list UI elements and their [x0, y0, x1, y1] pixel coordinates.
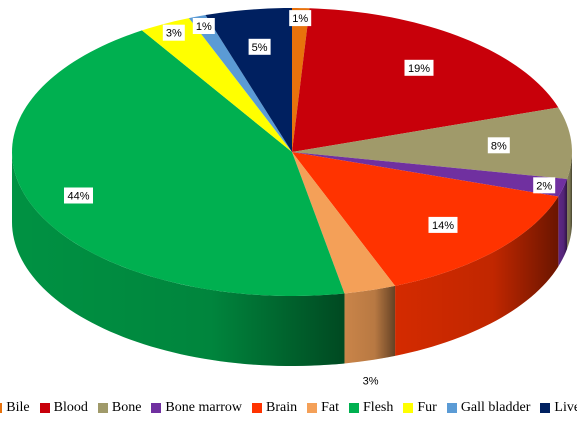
data-label-text-bone-marrow: 2% [536, 180, 552, 192]
legend-item-flesh: Flesh [349, 400, 393, 416]
data-label-text-fur: 3% [166, 28, 182, 40]
data-label-brain: 14% [428, 216, 458, 233]
data-label-box-bone [487, 137, 510, 154]
legend-swatch-blood [39, 403, 50, 413]
data-label-box-bone-marrow [533, 177, 556, 194]
data-label-text-flesh: 44% [67, 191, 89, 203]
legend-swatch-bone-marrow [151, 403, 162, 413]
legend-swatch-gall-bladder [446, 403, 457, 413]
legend-item-blood: Blood [39, 400, 88, 416]
data-label-text-bone: 8% [491, 140, 507, 152]
pie-slice-blood [292, 8, 559, 153]
legend-item-brain: Brain [252, 400, 297, 416]
legend-label-fur: Fur [417, 400, 437, 415]
data-label-flesh: 44% [64, 187, 93, 204]
data-label-fat: 3% [359, 372, 382, 389]
legend-label-bone-marrow: Bone marrow [165, 400, 243, 415]
data-label-text-gall-bladder: 1% [196, 21, 212, 33]
legend-item-bone: Bone [97, 400, 142, 416]
data-label-liver: 5% [248, 38, 271, 55]
legend-item-gall-bladder: Gall bladder [446, 400, 531, 416]
pie-slice-fur [141, 18, 292, 152]
legend-label-flesh: Flesh [363, 400, 394, 415]
legend-item-fur: Fur [403, 400, 437, 416]
legend-label-brain: Brain [266, 400, 298, 415]
data-label-text-brain: 14% [432, 220, 454, 232]
legend-label-liver: Liver [554, 400, 577, 415]
pie-side-walls [12, 152, 572, 366]
data-label-blood: 19% [404, 59, 434, 76]
pie-slice-gall-bladder [188, 15, 292, 152]
pie-data-labels: 1% 19% 8% 2% 14% 3% 44% 3% 1% 5% [64, 10, 556, 389]
legend-swatch-fur [403, 403, 414, 413]
pie-slice-brain [292, 152, 559, 286]
data-label-box-fat [359, 372, 382, 389]
legend-label-blood: Blood [53, 400, 88, 415]
legend-swatch-liver [540, 403, 551, 413]
data-label-box-flesh [64, 187, 93, 204]
legend-item-bone-marrow: Bone marrow [151, 400, 242, 416]
pie-slice-bone [292, 107, 572, 179]
legend-item-fat: Fat [307, 400, 339, 416]
legend-label-fat: Fat [321, 400, 340, 415]
data-label-bile: 1% [289, 10, 312, 27]
legend-swatch-bone [97, 403, 108, 413]
legend-swatch-bile [0, 403, 3, 413]
data-label-bone: 8% [487, 137, 510, 154]
data-label-box-bile [289, 10, 312, 27]
legend-swatch-flesh [349, 403, 360, 413]
data-label-fur: 3% [162, 24, 185, 41]
pie-side-shade-bone [567, 152, 572, 249]
legend-item-bile: Bile [0, 400, 30, 416]
data-label-box-liver [248, 38, 271, 55]
data-label-box-fur [162, 24, 185, 41]
pie-side-shade-brain [395, 196, 559, 356]
data-label-text-blood: 19% [408, 63, 430, 75]
data-label-text-bile: 1% [292, 13, 308, 25]
data-label-bone-marrow: 2% [533, 177, 556, 194]
pie-side-shade-flesh [12, 152, 345, 366]
pie-side-shade-bone-marrow [558, 178, 568, 267]
legend-label-bone: Bone [111, 400, 142, 415]
data-label-text-liver: 5% [252, 42, 268, 54]
pie-top-faces [12, 8, 572, 296]
legend-swatch-brain [252, 403, 263, 413]
pie-slice-fat [292, 152, 396, 294]
legend: Bile Blood Bone Bone marrow Brain Fat Flesh Fur… [0, 398, 577, 418]
data-label-text-fat: 3% [363, 376, 379, 388]
pie-slice-bile [292, 8, 310, 152]
legend-label-bile: Bile [6, 400, 30, 415]
pie-side-shade-fat [344, 285, 396, 364]
data-label-box-gall-bladder [192, 18, 215, 34]
legend-swatch-fat [307, 403, 318, 413]
pie-slice-bone-marrow [292, 152, 568, 197]
legend-item-liver: Liver [540, 400, 577, 416]
data-label-box-brain [428, 216, 458, 233]
pie-slice-flesh [12, 30, 345, 296]
legend-label-gall-bladder: Gall bladder [460, 400, 531, 415]
data-label-gall-bladder: 1% [192, 18, 215, 34]
data-label-box-blood [404, 59, 434, 76]
